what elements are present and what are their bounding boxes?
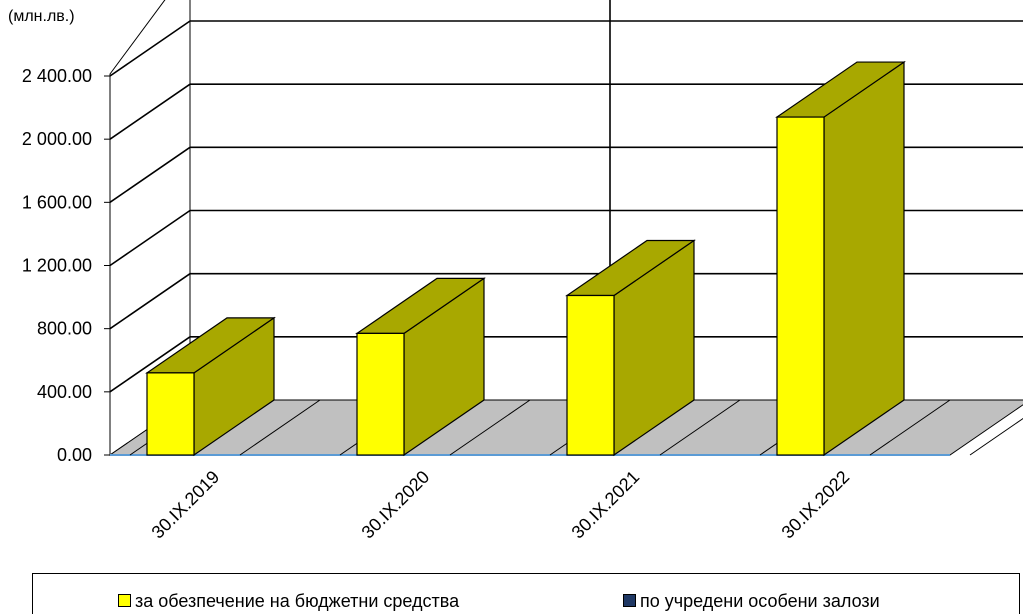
legend-item-budget: за обезпечение на бюджетни средства bbox=[118, 591, 459, 612]
legend-swatch-pledges bbox=[623, 593, 636, 607]
bar bbox=[776, 116, 825, 456]
y-tick-label: 2 400.00 bbox=[22, 66, 92, 86]
y-tick-label: 2 000.00 bbox=[22, 129, 92, 149]
y-tick-label: 1 600.00 bbox=[22, 192, 92, 212]
x-tick-label: 30.IX.2022 bbox=[778, 467, 854, 543]
y-tick-label: 800.00 bbox=[37, 319, 92, 339]
gridline bbox=[109, 336, 1023, 393]
legend-item-pledges: по учредени особени залози bbox=[623, 591, 880, 612]
bar bbox=[356, 332, 405, 456]
legend: за обезпечение на бюджетни средства по у… bbox=[32, 573, 1020, 614]
gridline bbox=[109, 272, 1023, 330]
legend-label-pledges: по учредени особени залози bbox=[640, 591, 880, 611]
floor-divider bbox=[869, 399, 951, 456]
floor-divider bbox=[239, 399, 321, 456]
floor-divider bbox=[449, 399, 531, 456]
gridline bbox=[109, 83, 1023, 140]
bar bbox=[566, 294, 615, 456]
gridline bbox=[109, 20, 1023, 77]
bar bbox=[146, 372, 195, 456]
y-tick-label: 0.00 bbox=[57, 445, 92, 465]
bar-side bbox=[823, 60, 905, 457]
y-tick-label: 400.00 bbox=[37, 382, 92, 402]
gridline bbox=[109, 209, 1023, 267]
legend-label-budget: за обезпечение на бюджетни средства bbox=[135, 591, 460, 611]
unit-label: (млн.лв.) bbox=[8, 8, 75, 25]
x-tick-label: 30.IX.2020 bbox=[358, 467, 434, 543]
gridline bbox=[109, 146, 1023, 203]
floor-divider bbox=[659, 399, 741, 456]
y-tick-label: 1 200.00 bbox=[22, 256, 92, 276]
x-tick-label: 30.IX.2021 bbox=[568, 467, 644, 543]
floor-divider bbox=[969, 417, 1023, 456]
legend-swatch-budget bbox=[118, 593, 131, 607]
x-tick-label: 30.IX.2019 bbox=[148, 467, 224, 543]
